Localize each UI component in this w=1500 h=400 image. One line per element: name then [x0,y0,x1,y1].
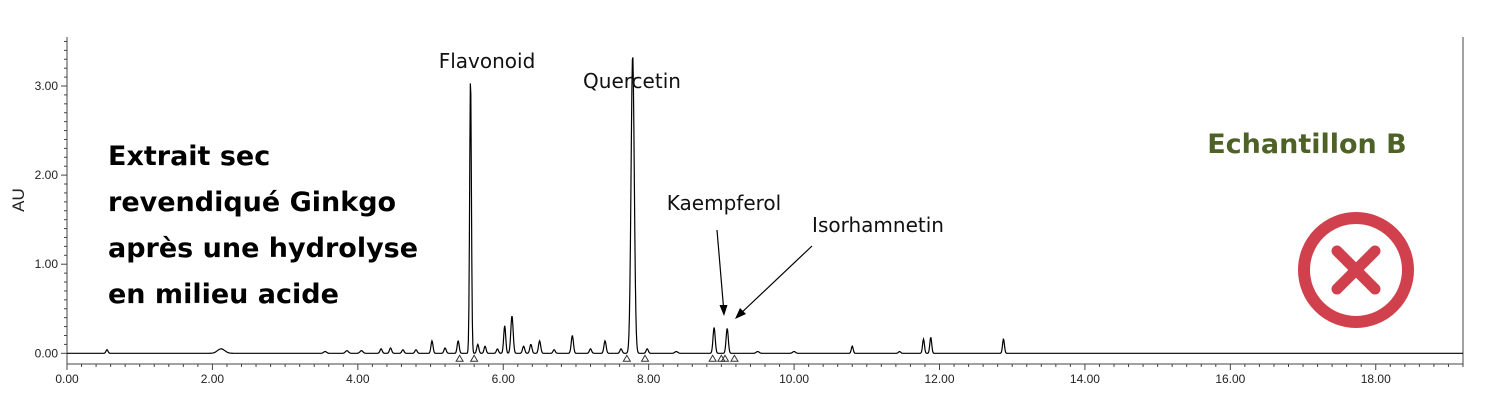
kaempferol-arrow [716,229,725,314]
integration-marker [622,354,632,362]
isorhamnetin-arrowhead [735,308,746,319]
peak-label-kaempferol: Kaempferol [667,191,781,215]
integration-marker [730,354,739,362]
y-tick-label: 3.00 [35,79,59,93]
peak-label-isorhamnetin: Isorhamnetin [812,213,944,237]
x-tick-label: 2.00 [201,372,225,386]
integration-marker [455,354,464,362]
peak-label-flavonoid: Flavonoid [439,49,536,73]
description-line-1: Extrait sec [108,141,270,172]
integration-marker [469,354,479,362]
integration-markers [455,354,739,362]
x-tick-label: 8.00 [637,372,661,386]
integration-marker [720,354,730,362]
x-tick-label: 0.00 [55,372,79,386]
axes: 0.00 2.00 4.00 6.00 8.00 10.00 12.00 14.00 16.00… [9,37,1464,386]
x-tick-label: 14.00 [1070,372,1100,386]
y-axis-title: AU [9,188,28,212]
x-tick-label: 18.00 [1361,372,1391,386]
x-tick-label: 10.00 [779,372,809,386]
description-line-2: revendiqué Ginkgo [108,187,396,218]
y-tick-label: 1.00 [35,257,59,271]
isorhamnetin-arrow [737,245,813,317]
peak-label-quercetin: Quercetin [583,69,681,93]
y-tick-label: 0.00 [35,346,59,360]
description-line-4: en milieu acide [108,279,339,310]
kaempferol-arrowhead [719,305,728,316]
chromatogram-trace [67,57,1463,354]
y-tick-label: 2.00 [35,168,59,182]
x-tick-label: 12.00 [924,372,954,386]
sample-title: Echantillon B [1207,129,1407,160]
x-tick-label: 4.00 [346,372,370,386]
description-line-3: après une hydrolyse [108,233,418,264]
sample-description: Extrait sec revendiqué Ginkgo après une … [108,141,418,310]
close-circle-icon [1298,212,1414,328]
x-tick-label: 16.00 [1215,372,1245,386]
integration-marker [640,354,650,362]
peak-annotations: Flavonoid Quercetin Kaempferol Isorhamne… [439,49,944,319]
integration-marker [708,354,718,362]
x-tick-label: 6.00 [492,372,516,386]
